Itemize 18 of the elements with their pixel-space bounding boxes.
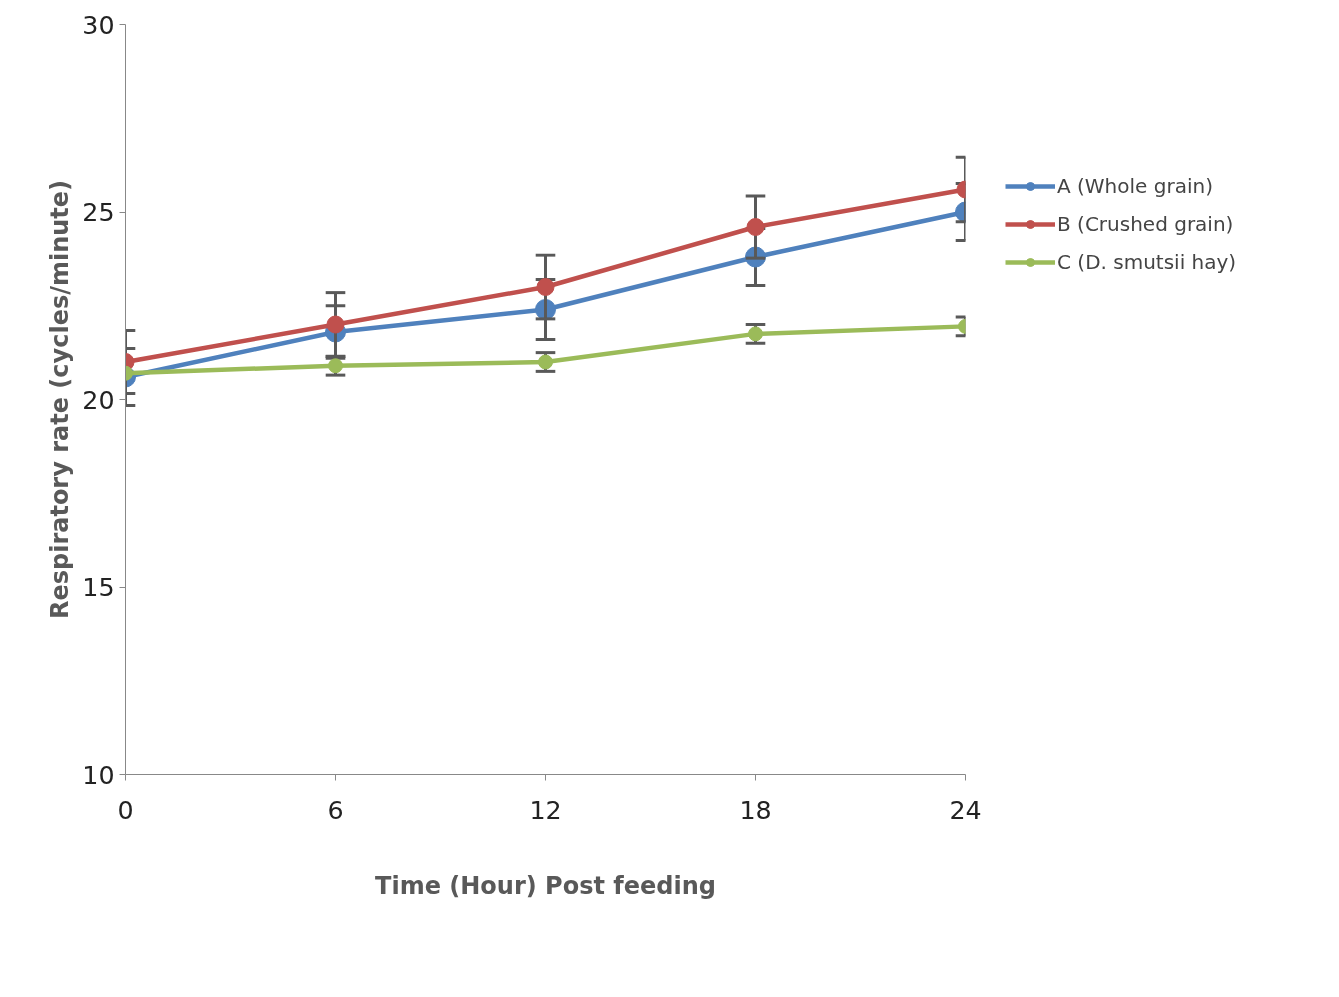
x-tick-label: 18 (739, 794, 772, 825)
point (326, 315, 345, 334)
y-tick-label: 15 (82, 572, 115, 602)
legend-label: A (Whole grain) (1057, 174, 1213, 198)
x-axis-title: Time (Hour) Post feeding (375, 871, 716, 900)
x-tick-label: 24 (949, 794, 982, 825)
y-tick-label: 25 (82, 197, 115, 227)
y-tick-label: 20 (82, 384, 115, 415)
x-tick-label: 12 (529, 794, 562, 825)
point (536, 278, 555, 296)
x-tick-label: 6 (327, 794, 344, 825)
legend-label: C (D. smutsii hay) (1057, 250, 1237, 274)
y-axis-title: Respiratory rate (cycles/minute) (46, 179, 75, 620)
y-tick-label: 10 (82, 759, 115, 790)
x-tick-label: 0 (117, 794, 134, 825)
point (746, 218, 765, 236)
y-tick-label: 30 (82, 9, 115, 40)
legend-label: B (Crushed grain) (1057, 212, 1234, 236)
